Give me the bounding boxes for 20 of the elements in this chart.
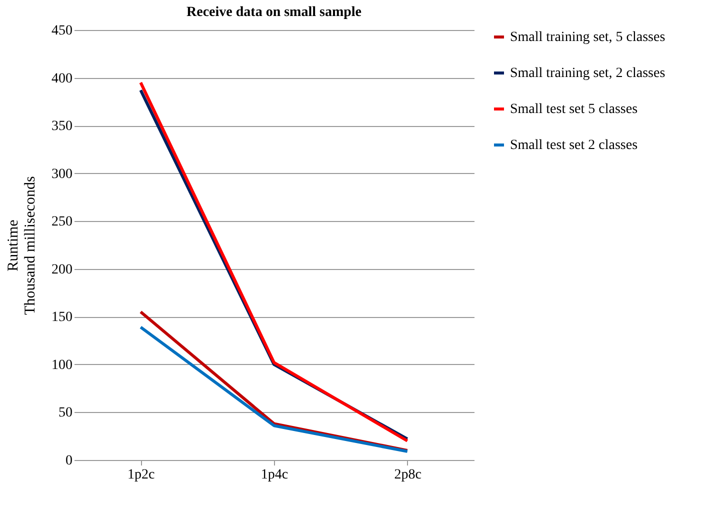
x-tick-label: 1p2c: [128, 468, 155, 482]
text: Runtime: [6, 220, 22, 272]
y-tick-label: 450: [52, 24, 72, 38]
y-tick-label: 250: [52, 214, 72, 230]
x-tick-label: 1p4c: [260, 468, 288, 482]
legend-label: Small training set, 2 classes: [510, 66, 666, 81]
y-tick-label: 200: [52, 262, 72, 278]
y-tick-label: 150: [52, 310, 72, 326]
y-tick-label: 100: [52, 358, 72, 373]
legend-label: Small test set 5 classes: [510, 102, 638, 117]
legend-label: Small training set, 5 classes: [510, 30, 666, 45]
y-tick-label: 50: [58, 406, 72, 421]
y-tick-label: 350: [52, 119, 72, 134]
y-tick-label: 0: [66, 454, 72, 468]
y-tick-label: 300: [52, 166, 72, 182]
x-tick-label: 2p8c: [394, 468, 422, 482]
y-tick-label: 400: [52, 71, 72, 86]
text: Thousand milliseconds: [22, 176, 38, 315]
legend-label: Small test set 2 classes: [510, 138, 638, 153]
chart-title: Receive data on small sample: [186, 5, 362, 20]
